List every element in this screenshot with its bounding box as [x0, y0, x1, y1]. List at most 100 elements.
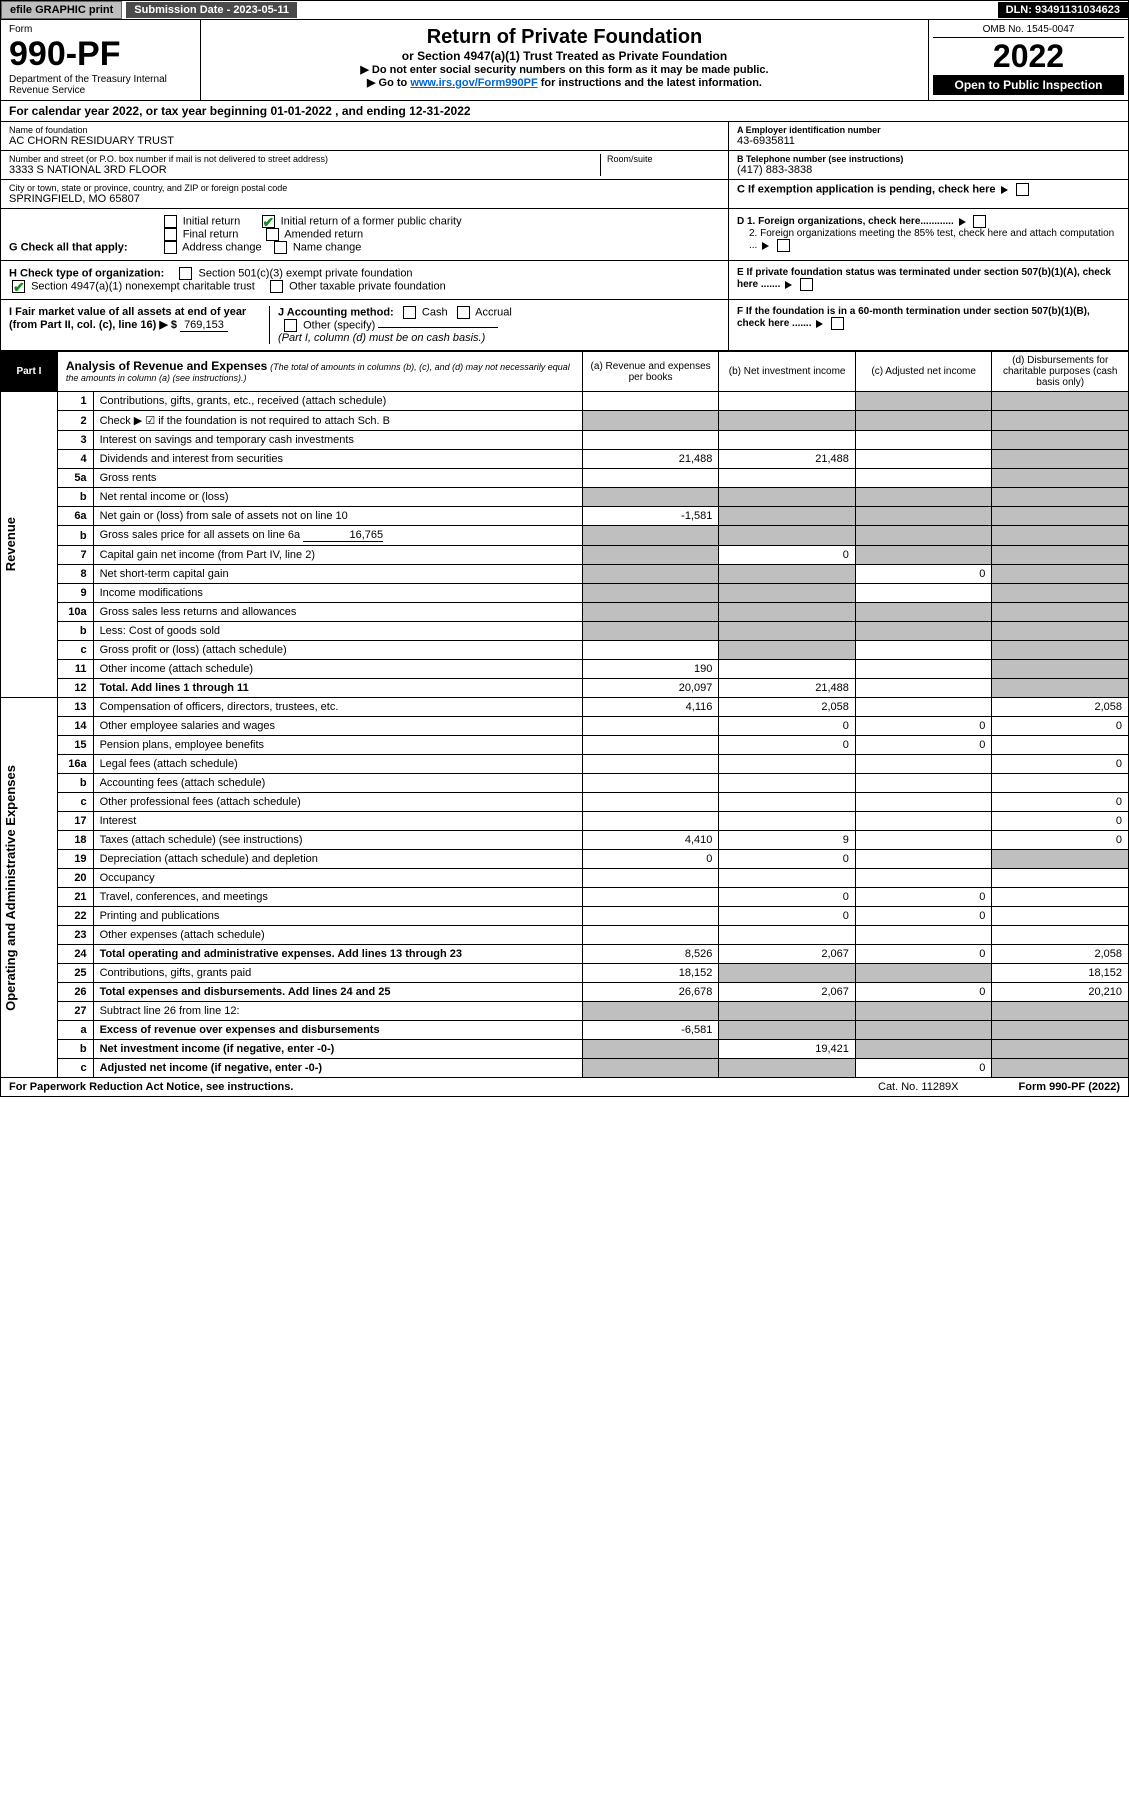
amount-cell [582, 907, 719, 926]
table-row: bLess: Cost of goods sold [1, 622, 1129, 641]
d1-checkbox[interactable] [973, 215, 986, 228]
j-cash-checkbox[interactable] [403, 306, 416, 319]
amount-cell [992, 392, 1129, 411]
d2-checkbox[interactable] [777, 239, 790, 252]
line-number: 13 [57, 698, 93, 717]
amount-cell [719, 411, 856, 431]
amount-cell: 0 [855, 1059, 992, 1078]
line-description: Contributions, gifts, grants, etc., rece… [93, 392, 582, 411]
amount-cell: 0 [855, 717, 992, 736]
city-label: City or town, state or province, country… [9, 183, 720, 193]
g-name-checkbox[interactable] [274, 241, 287, 254]
table-row: 8Net short-term capital gain0 [1, 565, 1129, 584]
amount-cell [719, 507, 856, 526]
g-amended-checkbox[interactable] [266, 228, 279, 241]
line-number: 24 [57, 945, 93, 964]
line-description: Printing and publications [93, 907, 582, 926]
line-description: Depreciation (attach schedule) and deple… [93, 850, 582, 869]
g-o6: Name change [293, 241, 362, 253]
line-number: 10a [57, 603, 93, 622]
i-value: 769,153 [180, 319, 228, 332]
line-description: Other income (attach schedule) [93, 660, 582, 679]
g-initial-former-checkbox[interactable] [262, 215, 275, 228]
amount-cell [855, 603, 992, 622]
g-o5: Amended return [284, 228, 363, 240]
amount-cell: 0 [719, 546, 856, 565]
table-row: 5aGross rents [1, 469, 1129, 488]
j-other-checkbox[interactable] [284, 319, 297, 332]
amount-cell [719, 641, 856, 660]
h-4947-checkbox[interactable] [12, 280, 25, 293]
amount-cell [582, 1040, 719, 1059]
amount-cell [992, 907, 1129, 926]
amount-cell: 9 [719, 831, 856, 850]
entity-info: Name of foundation AC CHORN RESIDUARY TR… [0, 122, 1129, 209]
line-number: 6a [57, 507, 93, 526]
c-checkbox[interactable] [1016, 183, 1029, 196]
g-o3: Address change [182, 241, 262, 253]
table-row: 25Contributions, gifts, grants paid18,15… [1, 964, 1129, 983]
col-c: (c) Adjusted net income [855, 352, 992, 392]
addr-label: Number and street (or P.O. box number if… [9, 154, 600, 164]
line-number: 21 [57, 888, 93, 907]
table-row: Revenue1Contributions, gifts, grants, et… [1, 392, 1129, 411]
efile-button[interactable]: efile GRAPHIC print [1, 1, 122, 19]
page-footer: For Paperwork Reduction Act Notice, see … [0, 1078, 1129, 1097]
room-label: Room/suite [607, 154, 720, 164]
g-initial-checkbox[interactable] [164, 215, 177, 228]
amount-cell [992, 1002, 1129, 1021]
line-description: Taxes (attach schedule) (see instruction… [93, 831, 582, 850]
j-o2: Accrual [475, 306, 512, 318]
amount-cell [719, 1021, 856, 1040]
j-label: J Accounting method: [278, 306, 394, 318]
amount-cell [719, 1059, 856, 1078]
arrow-icon [785, 281, 792, 289]
amount-cell: 20,097 [582, 679, 719, 698]
f-label: F If the foundation is in a 60-month ter… [737, 306, 1090, 329]
table-row: bGross sales price for all assets on lin… [1, 526, 1129, 546]
g-o4: Initial return of a former public charit… [281, 215, 462, 227]
g-address-checkbox[interactable] [164, 241, 177, 254]
table-row: 2Check ▶ ☑ if the foundation is not requ… [1, 411, 1129, 431]
h-other-checkbox[interactable] [270, 280, 283, 293]
amount-cell [719, 392, 856, 411]
line-number: 9 [57, 584, 93, 603]
amount-cell [992, 679, 1129, 698]
table-row: 7Capital gain net income (from Part IV, … [1, 546, 1129, 565]
amount-cell: 0 [855, 945, 992, 964]
amount-cell: 18,152 [582, 964, 719, 983]
line-number: c [57, 793, 93, 812]
line-description: Gross sales price for all assets on line… [93, 526, 582, 546]
amount-cell [855, 469, 992, 488]
part1-title: Analysis of Revenue and Expenses [66, 359, 267, 373]
line-number: 23 [57, 926, 93, 945]
irs-link[interactable]: www.irs.gov/Form990PF [410, 77, 537, 89]
amount-cell [992, 869, 1129, 888]
g-o1: Initial return [183, 215, 240, 227]
amount-cell: 4,410 [582, 831, 719, 850]
amount-cell [992, 888, 1129, 907]
amount-cell: 0 [855, 983, 992, 1002]
h-501c3-checkbox[interactable] [179, 267, 192, 280]
j-accrual-checkbox[interactable] [457, 306, 470, 319]
g-final-checkbox[interactable] [164, 228, 177, 241]
amount-cell [855, 1002, 992, 1021]
amount-cell [855, 431, 992, 450]
amount-cell [855, 831, 992, 850]
line-description: Net investment income (if negative, ente… [93, 1040, 582, 1059]
table-row: bNet rental income or (loss) [1, 488, 1129, 507]
f-checkbox[interactable] [831, 317, 844, 330]
arrow-icon [816, 320, 823, 328]
table-row: 19Depreciation (attach schedule) and dep… [1, 850, 1129, 869]
amount-cell [992, 507, 1129, 526]
table-row: 10aGross sales less returns and allowanc… [1, 603, 1129, 622]
line-description: Accounting fees (attach schedule) [93, 774, 582, 793]
amount-cell [719, 431, 856, 450]
amount-cell [855, 526, 992, 546]
amount-cell: 0 [992, 831, 1129, 850]
top-bar: efile GRAPHIC print Submission Date - 20… [0, 0, 1129, 20]
e-checkbox[interactable] [800, 278, 813, 291]
form-title: Return of Private Foundation [213, 26, 916, 49]
amount-cell [582, 469, 719, 488]
table-row: 27Subtract line 26 from line 12: [1, 1002, 1129, 1021]
